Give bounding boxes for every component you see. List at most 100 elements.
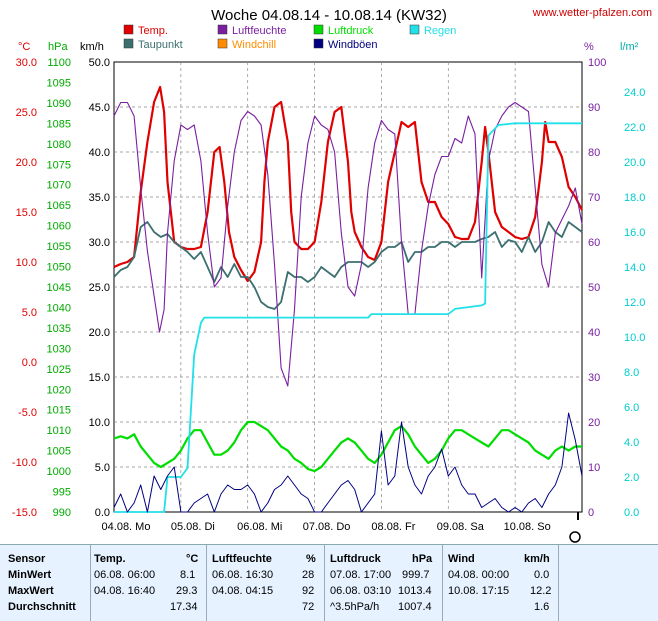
legend-label-rain: Regen bbox=[424, 25, 456, 37]
pressure-tick-label: 1030 bbox=[47, 343, 71, 355]
humidity-time: 06.08. 16:30 bbox=[212, 569, 274, 581]
summary-row-avg: Durchschnitt 17.34 72 ^3.5hPa/h 1007.4 1… bbox=[0, 601, 658, 617]
legend-label-humidity: Luftfeuchte bbox=[232, 25, 286, 37]
wind-tick-label: 40.0 bbox=[89, 147, 110, 159]
summary-row-min: MinWert 06.08. 06:00 8.1 06.08. 16:30 28… bbox=[0, 569, 658, 585]
pressure-tick-label: 1080 bbox=[47, 139, 71, 151]
header-humidity: Luftfeuchte bbox=[212, 553, 272, 565]
header-humidity-unit: % bbox=[306, 553, 316, 565]
legend-label-temp: Temp. bbox=[138, 25, 168, 37]
pressure-tick-label: 1000 bbox=[47, 466, 71, 478]
rain-tick-label: 6.0 bbox=[624, 402, 639, 414]
wind-tick-label: 0.0 bbox=[95, 507, 110, 519]
temp-tick-label: -5.0 bbox=[18, 407, 37, 419]
x-tick-label: 04.08. Mo bbox=[102, 521, 151, 533]
axis-titles: °C hPa km/h % l/m² bbox=[18, 41, 639, 53]
wind-value: 12.2 bbox=[530, 585, 552, 597]
rain-tick-label: 4.0 bbox=[624, 437, 639, 449]
pressure-tick-label: 1025 bbox=[47, 364, 71, 376]
humidity-tick-label: 80 bbox=[588, 147, 600, 159]
legend-swatch-humidity bbox=[217, 24, 228, 35]
pressure-time: 06.08. 03:10 bbox=[330, 585, 392, 597]
wind-value: 1.6 bbox=[534, 601, 550, 613]
legend-label-gust: Windböen bbox=[328, 39, 378, 51]
temp-tick-label: -15.0 bbox=[12, 507, 37, 519]
wind-tick-label: 30.0 bbox=[89, 237, 110, 249]
temp-tick-label: 20.0 bbox=[16, 157, 37, 169]
humidity-value: 28 bbox=[302, 569, 315, 581]
header-temp-unit: °C bbox=[186, 553, 199, 565]
pressure-trend: ^3.5hPa/h bbox=[330, 601, 380, 613]
rain-tick-label: 14.0 bbox=[624, 262, 645, 274]
pressure-axis-title: hPa bbox=[48, 41, 68, 53]
rain-tick-label: 20.0 bbox=[624, 157, 645, 169]
axis-ticks: 30.0 25.0 20.0 15.0 10.0 5.0 0.0 -5.0 -10.0 -15.0… bbox=[12, 57, 646, 519]
humidity-tick-label: 20 bbox=[588, 417, 600, 429]
humidity-tick-label: 70 bbox=[588, 192, 600, 204]
divider bbox=[442, 545, 443, 621]
temp-tick-label: 15.0 bbox=[16, 207, 37, 219]
header-pressure-unit: hPa bbox=[412, 553, 433, 565]
rain-tick-label: 10.0 bbox=[624, 332, 645, 344]
temp-value: 8.1 bbox=[180, 569, 196, 581]
pressure-tick-label: 1035 bbox=[47, 323, 71, 335]
header-wind: Wind bbox=[448, 553, 475, 565]
site-url[interactable]: www.wetter-pfalzen.com bbox=[532, 7, 652, 19]
rain-tick-label: 2.0 bbox=[624, 472, 639, 484]
legend-swatch-dew bbox=[123, 38, 134, 49]
rain-tick-label: 0.0 bbox=[624, 507, 639, 519]
pressure-tick-label: 990 bbox=[53, 507, 71, 519]
wind-tick-label: 5.0 bbox=[95, 462, 110, 474]
humidity-tick-label: 30 bbox=[588, 372, 600, 384]
wind-time: 10.08. 17:15 bbox=[448, 585, 510, 597]
humidity-time: 04.08. 04:15 bbox=[212, 585, 274, 597]
pressure-value: 999.7 bbox=[402, 569, 430, 581]
series-lines bbox=[113, 85, 583, 513]
row-label: MaxWert bbox=[8, 585, 54, 597]
rain-tick-label: 24.0 bbox=[624, 87, 645, 99]
temp-time: 06.08. 06:00 bbox=[94, 569, 156, 581]
legend: Temp. Luftfeuchte Luftdruck Regen Taupunkt Wi… bbox=[123, 24, 456, 51]
x-tick-label: 08.08. Fr bbox=[371, 521, 415, 533]
legend-label-pressure: Luftdruck bbox=[328, 25, 374, 37]
wind-tick-label: 45.0 bbox=[89, 102, 110, 114]
header-wind-unit: km/h bbox=[524, 553, 550, 565]
x-axis-labels: 04.08. Mo 05.08. Di 06.08. Mi 07.08. Do 08.0… bbox=[102, 521, 551, 533]
humidity-tick-label: 60 bbox=[588, 237, 600, 249]
pressure-tick-label: 1075 bbox=[47, 159, 71, 171]
series-line-temp- bbox=[113, 85, 583, 283]
pressure-tick-label: 1065 bbox=[47, 200, 71, 212]
divider bbox=[90, 545, 91, 621]
series-line-luftfeuchte bbox=[113, 101, 583, 387]
pressure-tick-label: 1040 bbox=[47, 302, 71, 314]
temp-tick-label: -10.0 bbox=[12, 457, 37, 469]
humidity-tick-label: 50 bbox=[588, 282, 600, 294]
wind-tick-label: 20.0 bbox=[89, 327, 110, 339]
x-tick-label: 10.08. So bbox=[504, 521, 551, 533]
humidity-tick-label: 10 bbox=[588, 462, 600, 474]
summary-row-max: MaxWert 04.08. 16:40 29.3 04.08. 04:15 9… bbox=[0, 585, 658, 601]
pressure-tick-label: 1050 bbox=[47, 262, 71, 274]
humidity-tick-label: 40 bbox=[588, 327, 600, 339]
humidity-tick-label: 100 bbox=[588, 57, 606, 69]
divider bbox=[324, 545, 325, 621]
temp-time: 04.08. 16:40 bbox=[94, 585, 156, 597]
wind-tick-label: 10.0 bbox=[89, 417, 110, 429]
humidity-tick-label: 0 bbox=[588, 507, 594, 519]
legend-swatch-pressure bbox=[313, 24, 324, 35]
legend-label-dew: Taupunkt bbox=[138, 39, 183, 51]
temp-tick-label: 10.0 bbox=[16, 257, 37, 269]
series-line-regen bbox=[114, 122, 582, 513]
pressure-value: 1013.4 bbox=[398, 585, 432, 597]
rain-tick-label: 8.0 bbox=[624, 367, 639, 379]
x-tick-label: 06.08. Mi bbox=[237, 521, 282, 533]
x-tick-label: 09.08. Sa bbox=[437, 521, 485, 533]
legend-swatch-rain bbox=[409, 24, 420, 35]
summary-header-row: Sensor Temp. °C Luftfeuchte % Luftdruck … bbox=[0, 553, 658, 569]
temp-tick-label: 0.0 bbox=[22, 357, 37, 369]
pressure-tick-label: 1090 bbox=[47, 98, 71, 110]
x-tick-label: 07.08. Do bbox=[303, 521, 351, 533]
rain-tick-label: 12.0 bbox=[624, 297, 645, 309]
pressure-tick-label: 1085 bbox=[47, 118, 71, 130]
rain-tick-label: 22.0 bbox=[624, 122, 645, 134]
